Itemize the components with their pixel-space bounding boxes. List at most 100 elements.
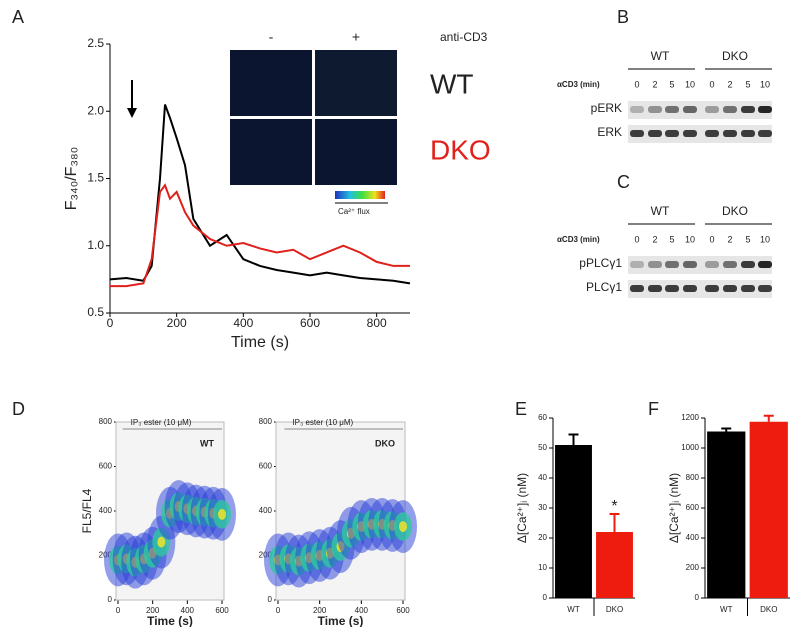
blot-band — [665, 130, 679, 137]
x-tick-label: 200 — [146, 606, 160, 615]
x-tick-label: 200 — [167, 316, 187, 330]
y-tick-label: 1.5 — [87, 171, 104, 185]
bar — [555, 445, 592, 598]
y-tick-label: 0 — [268, 595, 273, 604]
blot-band — [648, 261, 662, 268]
lane-label: 2 — [652, 234, 657, 244]
inset-plus: + — [352, 29, 360, 45]
panel-letter: E — [515, 399, 527, 419]
blot-band — [705, 285, 719, 292]
y-tick-label: 600 — [99, 462, 113, 471]
y-tick-label: 600 — [259, 462, 273, 471]
bar — [707, 431, 746, 598]
panel-letter: B — [617, 7, 629, 27]
stimulus-arrowhead — [127, 108, 137, 118]
lane-label: 0 — [709, 234, 714, 244]
blot-band — [758, 106, 772, 113]
y-axis-label: F₃₄₀/F₃₈₀ — [63, 147, 80, 210]
y-tick-label: 0 — [108, 595, 113, 604]
blot-band — [630, 285, 644, 292]
blot-axis-label: αCD3 (min) — [557, 80, 600, 89]
blot-band — [741, 130, 755, 137]
x-axis-label: Time (s) — [147, 614, 193, 627]
lane-label: 0 — [634, 79, 639, 89]
y-axis-label: Δ[Ca²⁺]ᵢ (nM) — [515, 473, 529, 543]
y-axis-label: Δ[Ca²⁺]ᵢ (nM) — [667, 473, 681, 543]
panel-letter: A — [12, 7, 24, 27]
blot-band — [683, 130, 697, 137]
colorbar — [335, 191, 385, 199]
image-dko-minus — [230, 119, 312, 185]
x-tick-label: 600 — [396, 606, 410, 615]
y-tick-label: 800 — [99, 417, 113, 426]
y-tick-label: 200 — [686, 563, 700, 572]
x-tick-label: DKO — [606, 605, 623, 614]
annotation: IP₃ ester (10 μM) — [292, 418, 353, 427]
x-tick-label: 0 — [107, 316, 114, 330]
lane-label: 2 — [652, 79, 657, 89]
panel-letter: D — [12, 399, 25, 419]
y-tick-label: 1.0 — [87, 238, 104, 252]
blot-band — [758, 285, 772, 292]
image-wt-minus — [230, 50, 312, 116]
series-line — [110, 183, 410, 288]
blot-band — [683, 285, 697, 292]
lane-label: 10 — [760, 234, 770, 244]
blot-band — [630, 130, 644, 137]
y-tick-label: 0 — [543, 593, 548, 602]
legend-dko: DKO — [430, 134, 491, 165]
y-tick-label: 1200 — [681, 413, 699, 422]
blot-group: DKO — [722, 49, 748, 63]
blot-band — [648, 106, 662, 113]
blot-band — [665, 261, 679, 268]
x-tick-label: 400 — [233, 316, 253, 330]
x-tick-label: DKO — [760, 605, 777, 614]
lane-label: 0 — [634, 234, 639, 244]
image-wt-plus — [315, 50, 397, 116]
x-tick-label: 0 — [276, 606, 281, 615]
blot-band — [648, 130, 662, 137]
y-tick-label: 10 — [538, 563, 547, 572]
blot-band — [630, 106, 644, 113]
blot-band — [683, 106, 697, 113]
blot-band — [741, 261, 755, 268]
bar — [596, 532, 633, 598]
blot-group: WT — [651, 204, 670, 218]
significance: * — [611, 498, 617, 515]
x-tick-label: 400 — [355, 606, 369, 615]
blot-band — [741, 285, 755, 292]
x-tick-label: WT — [567, 605, 580, 614]
lane-label: 5 — [669, 234, 674, 244]
x-tick-label: 200 — [313, 606, 327, 615]
blot-band — [665, 106, 679, 113]
x-axis-label: Time (s) — [318, 614, 364, 627]
blot-band — [758, 130, 772, 137]
y-tick-label: 40 — [538, 473, 547, 482]
blot-band — [723, 285, 737, 292]
lane-label: 5 — [745, 234, 750, 244]
lane-label: 5 — [745, 79, 750, 89]
blot-band — [648, 285, 662, 292]
lane-label: 2 — [727, 79, 732, 89]
plot-label: WT — [200, 438, 214, 448]
colorbar-label: Ca²⁺ flux — [338, 207, 370, 216]
blot-band — [723, 106, 737, 113]
lane-label: 5 — [669, 79, 674, 89]
x-tick-label: 400 — [181, 606, 195, 615]
x-tick-label: WT — [720, 605, 733, 614]
y-tick-label: 50 — [538, 443, 547, 452]
blot-band — [630, 261, 644, 268]
x-tick-label: 0 — [116, 606, 121, 615]
blot-band — [723, 130, 737, 137]
y-tick-label: 800 — [686, 473, 700, 482]
y-tick-label: 0 — [695, 593, 700, 602]
blot-band — [683, 261, 697, 268]
blot-band — [741, 106, 755, 113]
blot-band — [705, 130, 719, 137]
panel-letter: C — [617, 172, 630, 192]
blot-row-label: ERK — [597, 125, 622, 139]
y-tick-label: 1000 — [681, 443, 699, 452]
y-tick-label: 20 — [538, 533, 547, 542]
